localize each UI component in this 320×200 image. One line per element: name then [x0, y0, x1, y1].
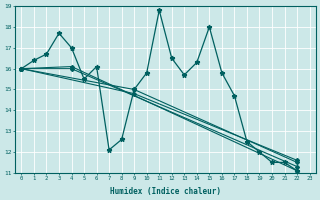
X-axis label: Humidex (Indice chaleur): Humidex (Indice chaleur) — [110, 187, 221, 196]
